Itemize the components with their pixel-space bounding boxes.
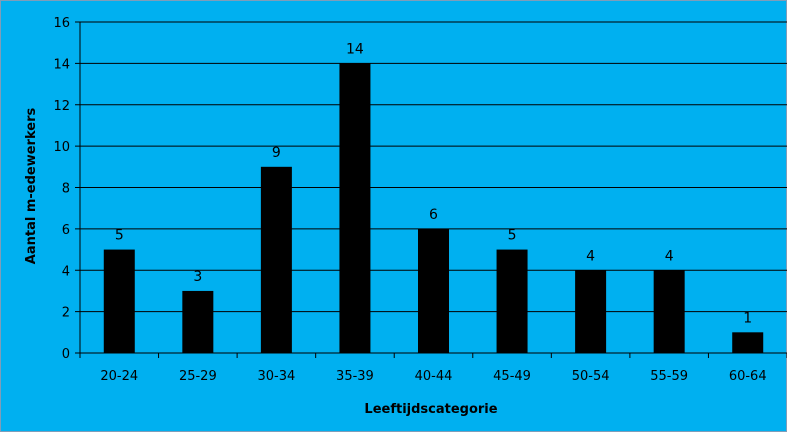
y-tick-label: 4	[62, 264, 70, 279]
bar-55-59	[653, 270, 685, 353]
data-labels: 5 3 9 14 6 5 4 4 1	[115, 41, 752, 326]
y-tick-label: 6	[62, 223, 70, 238]
y-axis-title: Aantal m-edewerkers	[24, 108, 39, 265]
data-label: 6	[429, 207, 438, 223]
y-tick-label: 14	[53, 57, 70, 72]
x-tick-label: 20-24	[100, 369, 138, 384]
bar-35-39	[339, 63, 371, 353]
bar-50-54	[575, 270, 607, 353]
bar-30-34	[260, 166, 292, 353]
axes	[75, 21, 787, 358]
y-tick-label: 16	[53, 16, 70, 31]
x-tick-label: 30-34	[257, 369, 295, 384]
x-axis-title: Leeftijdscategorie	[364, 402, 497, 417]
data-label: 3	[193, 269, 202, 285]
bar-40-44	[418, 228, 449, 353]
data-label: 5	[508, 228, 517, 244]
data-label: 9	[272, 145, 281, 161]
data-label: 1	[743, 310, 752, 326]
y-tick-label: 8	[62, 182, 70, 197]
x-tick-labels: 20-24 25-29 30-34 35-39 40-44 45-49 50-54 55-59…	[100, 369, 766, 384]
data-label: 14	[346, 41, 364, 57]
x-tick-label: 50-54	[572, 369, 610, 384]
x-tick-label: 35-39	[336, 369, 374, 384]
x-tick-label: 25-29	[179, 369, 217, 384]
y-tick-labels: 0 2 4 6 8 10 12 14 16	[53, 16, 70, 362]
x-tick-label: 45-49	[493, 369, 531, 384]
y-tick-label: 10	[53, 140, 70, 155]
data-label: 4	[586, 248, 595, 264]
bar-45-49	[496, 249, 528, 353]
data-label: 5	[115, 228, 124, 244]
y-tick-label: 2	[62, 306, 70, 321]
bar-25-29	[182, 290, 214, 353]
data-label: 4	[665, 248, 674, 264]
y-tick-label: 12	[53, 99, 70, 114]
x-tick-label: 40-44	[415, 369, 453, 384]
x-tick-label: 55-59	[650, 369, 688, 384]
bars	[103, 63, 764, 353]
y-tick-label: 0	[62, 347, 70, 362]
x-tick-label: 60-64	[729, 369, 767, 384]
bar-20-24	[103, 249, 135, 353]
bar-60-64	[732, 332, 764, 353]
